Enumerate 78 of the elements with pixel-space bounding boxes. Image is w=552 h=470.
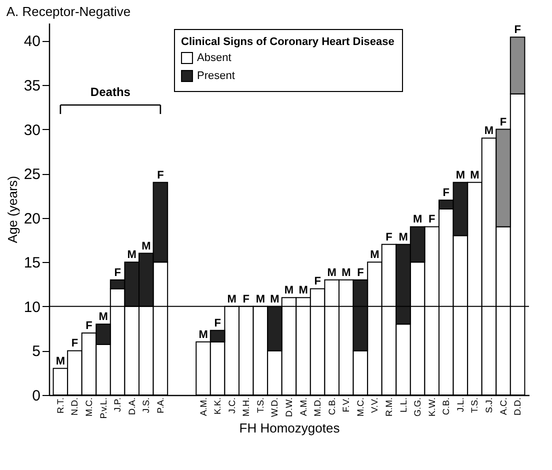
annotation: M (142, 240, 151, 252)
x-tick-label: D.W. (284, 398, 294, 417)
x-tick-label: M.C. (84, 398, 94, 416)
annotation: M (227, 293, 236, 306)
annotation: F (500, 116, 507, 128)
annotation: M (484, 125, 494, 138)
y-tick-label: 0 (32, 388, 40, 404)
annotation: M (284, 284, 294, 297)
x-tick-label: M.D. (312, 398, 323, 416)
x-tick-label: G.G. (412, 398, 423, 417)
y-tick-label: 10 (24, 298, 40, 316)
x-tick-label: W.D. (270, 398, 280, 417)
x-tick-label: M.C. (355, 398, 366, 416)
annotation: F (86, 320, 93, 332)
x-tick-label: V.V. (370, 398, 380, 413)
annotation: M (270, 293, 280, 306)
x-tick-label: S.J. (484, 398, 494, 414)
annotation: M (412, 214, 422, 226)
annotation: F (514, 24, 522, 36)
annotation: F (428, 214, 436, 226)
x-tick-label: R.T. (55, 398, 66, 414)
x-tick-label: L.L. (398, 398, 408, 413)
annotation: M (198, 328, 208, 341)
legend-title: Clinical Signs of Coronary Heart Disease (181, 36, 394, 48)
x-tick-label: M.H. (241, 398, 252, 416)
annotation: F (442, 187, 450, 200)
x-tick-label: A.M. (198, 398, 208, 416)
x-tick-label: J.L. (455, 398, 466, 412)
x-tick-label: J.P. (112, 398, 123, 412)
x-tick-label: K.W. (426, 398, 437, 417)
y-tick-label: 35 (24, 78, 40, 94)
y-tick-label: 30 (24, 122, 40, 139)
x-tick-label: A.C. (498, 398, 508, 416)
y-tick-label: 40 (24, 33, 40, 50)
annotation: F (114, 266, 122, 279)
annotation: F (71, 338, 78, 350)
annotation: M (342, 266, 351, 279)
annotation: M (470, 169, 480, 182)
x-tick-label: D.D. (512, 398, 523, 416)
annotation: M (456, 169, 466, 182)
x-tick-label: T.S. (255, 398, 266, 414)
legend-label: Absent (197, 52, 232, 64)
x-tick-label: C.B. (441, 398, 452, 416)
annotation: F (357, 266, 364, 279)
x-tick-label: R.M. (384, 398, 394, 416)
annotation: M (256, 293, 266, 306)
chart-title: A. Receptor-Negative (6, 4, 131, 19)
x-tick-label: F.V. (341, 398, 352, 412)
y-tick-label: 5 (32, 343, 40, 360)
x-axis-title: FH Homozygotes (239, 420, 340, 436)
x-tick-label: J.C. (226, 398, 237, 414)
x-tick-label: J.S. (141, 398, 152, 414)
y-tick-label: 25 (24, 166, 40, 184)
annotation: F (157, 169, 164, 182)
x-tick-label: P.v.L. (98, 398, 108, 419)
annotation: M (298, 284, 308, 297)
annotation: M (370, 249, 380, 262)
y-axis-title: Age (years) (4, 176, 20, 244)
annotation: M (327, 266, 336, 279)
annotation: M (398, 231, 408, 244)
annotation: M (56, 355, 66, 368)
x-tick-label: T.S. (470, 398, 480, 414)
annotation: F (386, 231, 393, 244)
annotation: M (98, 311, 108, 324)
legend-label: Present (197, 70, 235, 82)
x-tick-label: C.B. (326, 398, 337, 416)
x-tick-label: D.A. (126, 398, 137, 416)
annotation: M (127, 249, 136, 262)
x-tick-label: A.M. (298, 398, 308, 416)
y-tick-label: 20 (24, 210, 40, 228)
annotation: F (214, 317, 222, 330)
annotation: F (314, 276, 322, 288)
x-tick-label: N.D. (70, 398, 80, 416)
x-tick-label: K.K. (212, 398, 223, 415)
annotation: Deaths (90, 85, 131, 99)
x-tick-label: P.A. (155, 398, 166, 414)
y-tick-label: 15 (24, 254, 40, 272)
annotation: F (242, 293, 250, 306)
